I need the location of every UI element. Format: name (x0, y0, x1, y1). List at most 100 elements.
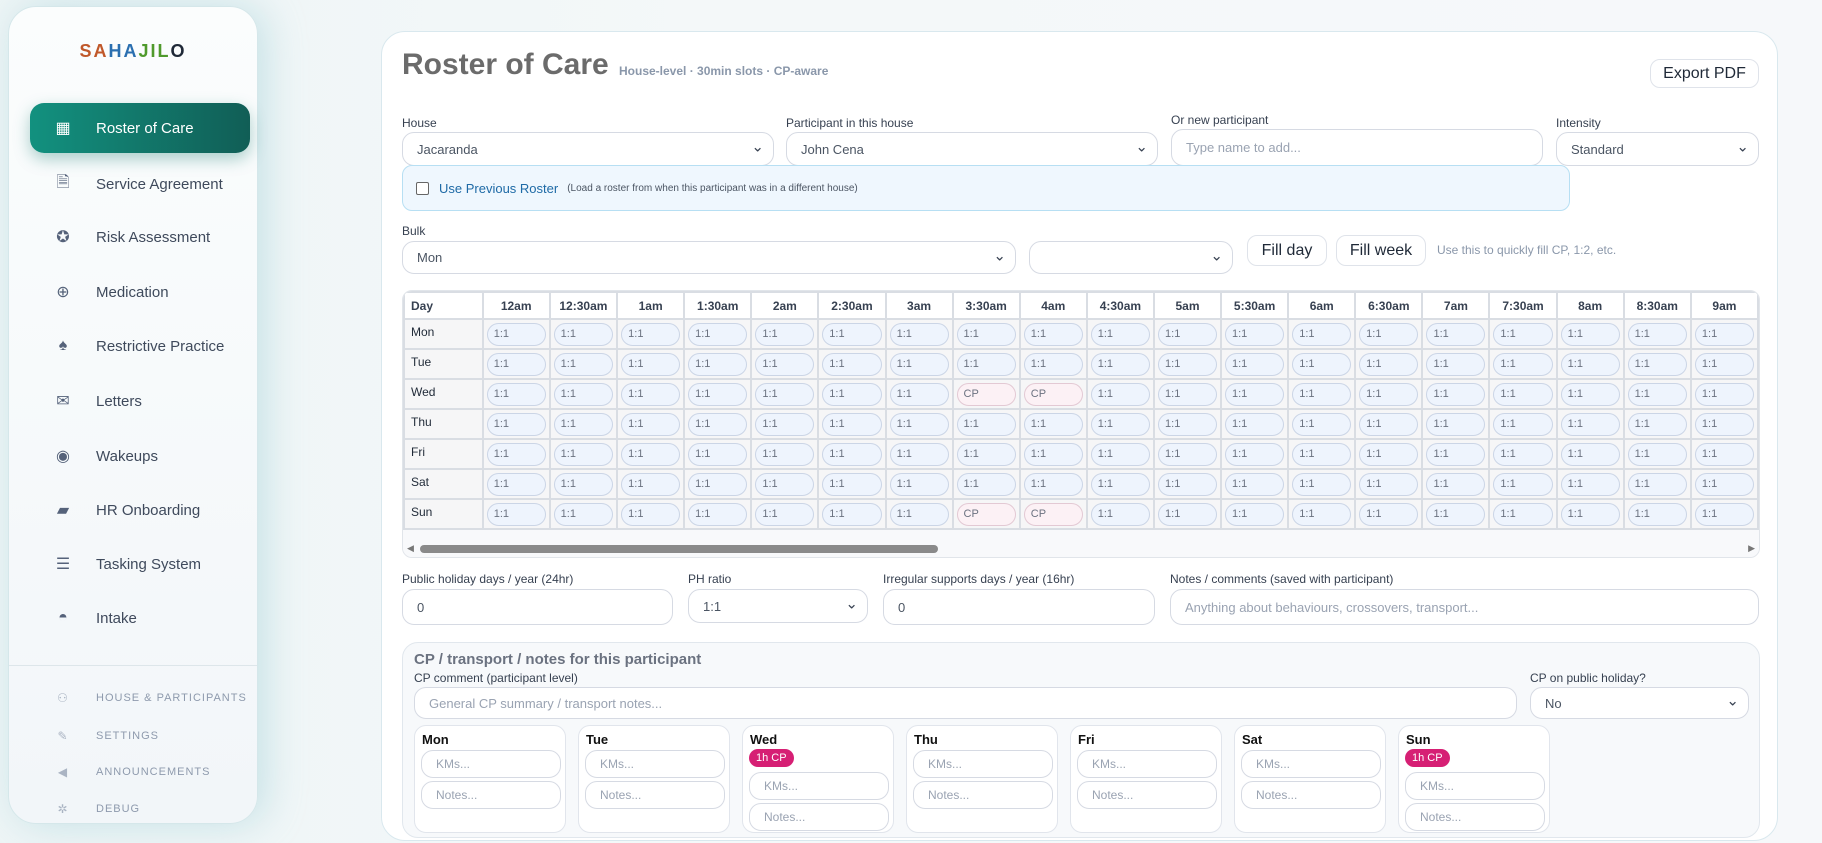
sidebar-item-letters[interactable]: ✉ Letters (30, 376, 250, 426)
ph-ratio-select[interactable]: 1:1 (688, 589, 868, 623)
slot-input[interactable]: 1:1 (1359, 412, 1419, 436)
slot-input[interactable]: 1:1 (688, 352, 748, 376)
sidebar-link-announcements[interactable]: ◀ ANNOUNCEMENTS (30, 760, 210, 784)
slot-input[interactable]: 1:1 (1158, 322, 1217, 346)
slot-input[interactable]: 1:1 (621, 472, 681, 496)
slot-input[interactable]: 1:1 (1493, 352, 1553, 376)
slot-input[interactable]: 1:1 (755, 442, 815, 466)
slot-input[interactable]: 1:1 (1627, 442, 1687, 466)
slot-input[interactable]: 1:1 (1627, 352, 1687, 376)
slot-input[interactable]: CP (1023, 502, 1083, 526)
sidebar-item-wakeups[interactable]: ◉ Wakeups (30, 431, 250, 481)
day-notes-input[interactable]: Notes... (749, 803, 889, 831)
slot-input[interactable]: 1:1 (956, 412, 1016, 436)
slot-input[interactable]: 1:1 (956, 322, 1016, 346)
slot-input[interactable]: 1:1 (1158, 412, 1217, 436)
sidebar-link-debug[interactable]: ✲ DEBUG (30, 797, 140, 821)
slot-input[interactable]: 1:1 (553, 412, 614, 436)
sidebar-link-settings[interactable]: ✎ SETTINGS (30, 724, 159, 748)
slot-input[interactable]: 1:1 (1560, 322, 1620, 346)
slot-input[interactable]: 1:1 (1090, 322, 1151, 346)
participant-select[interactable]: John Cena (786, 132, 1158, 166)
slot-input[interactable]: 1:1 (1090, 502, 1151, 526)
slot-input[interactable]: 1:1 (486, 502, 546, 526)
slot-input[interactable]: 1:1 (1627, 322, 1687, 346)
slot-input[interactable]: 1:1 (1224, 442, 1285, 466)
sidebar-item-service-agreement[interactable]: 🗎 Service Agreement (30, 159, 250, 209)
slot-input[interactable]: 1:1 (1158, 382, 1217, 406)
slot-input[interactable]: 1:1 (822, 472, 882, 496)
day-notes-input[interactable]: Notes... (1405, 803, 1545, 831)
slot-input[interactable]: 1:1 (755, 412, 815, 436)
slot-input[interactable]: 1:1 (1158, 352, 1217, 376)
slot-input[interactable]: 1:1 (688, 472, 748, 496)
new-participant-input[interactable]: Type name to add... (1171, 129, 1543, 166)
slot-input[interactable]: 1:1 (553, 382, 614, 406)
slot-input[interactable]: 1:1 (755, 352, 815, 376)
slot-input[interactable]: 1:1 (1426, 382, 1486, 406)
slot-input[interactable]: CP (956, 502, 1016, 526)
slot-input[interactable]: 1:1 (889, 322, 949, 346)
slot-input[interactable]: 1:1 (889, 442, 949, 466)
slot-input[interactable]: 1:1 (486, 472, 546, 496)
kms-input[interactable]: KMs... (749, 772, 889, 800)
slot-input[interactable]: CP (1023, 382, 1083, 406)
slot-input[interactable]: 1:1 (1224, 412, 1285, 436)
bulk-day-select[interactable]: Mon (402, 241, 1016, 274)
kms-input[interactable]: KMs... (913, 750, 1053, 778)
scroll-right-icon[interactable]: ▶ (1748, 543, 1755, 553)
slot-input[interactable]: 1:1 (621, 442, 681, 466)
slot-input[interactable]: 1:1 (1627, 472, 1687, 496)
slot-input[interactable]: 1:1 (621, 502, 681, 526)
cp-ph-select[interactable]: No (1530, 687, 1749, 719)
slot-input[interactable]: 1:1 (755, 502, 815, 526)
kms-input[interactable]: KMs... (585, 750, 725, 778)
sidebar-item-tasking-system[interactable]: ☰ Tasking System (30, 539, 250, 589)
slot-input[interactable]: CP (956, 382, 1016, 406)
slot-input[interactable]: 1:1 (956, 352, 1016, 376)
slot-input[interactable]: 1:1 (1023, 322, 1083, 346)
slot-input[interactable]: 1:1 (1426, 502, 1486, 526)
slot-input[interactable]: 1:1 (1694, 502, 1754, 526)
slot-input[interactable]: 1:1 (1224, 352, 1285, 376)
kms-input[interactable]: KMs... (1077, 750, 1217, 778)
slot-input[interactable]: 1:1 (553, 322, 614, 346)
slot-input[interactable]: 1:1 (1023, 412, 1083, 436)
slot-input[interactable]: 1:1 (1560, 472, 1620, 496)
fill-day-button[interactable]: Fill day (1247, 235, 1327, 266)
slot-input[interactable]: 1:1 (621, 382, 681, 406)
slot-input[interactable]: 1:1 (1694, 382, 1754, 406)
day-notes-input[interactable]: Notes... (1077, 781, 1217, 809)
slot-input[interactable]: 1:1 (822, 412, 882, 436)
kms-input[interactable]: KMs... (421, 750, 561, 778)
slot-input[interactable]: 1:1 (1023, 352, 1083, 376)
slot-input[interactable]: 1:1 (553, 352, 614, 376)
slot-input[interactable]: 1:1 (1224, 472, 1285, 496)
house-select[interactable]: Jacaranda (402, 132, 774, 166)
slot-input[interactable]: 1:1 (1694, 352, 1754, 376)
slot-input[interactable]: 1:1 (1493, 412, 1553, 436)
slot-input[interactable]: 1:1 (822, 442, 882, 466)
slot-input[interactable]: 1:1 (486, 442, 546, 466)
slot-input[interactable]: 1:1 (621, 322, 681, 346)
slot-input[interactable]: 1:1 (553, 442, 614, 466)
slot-input[interactable]: 1:1 (1158, 472, 1217, 496)
slot-input[interactable]: 1:1 (1560, 442, 1620, 466)
slot-input[interactable]: 1:1 (1158, 502, 1217, 526)
slot-input[interactable]: 1:1 (1292, 412, 1352, 436)
slot-input[interactable]: 1:1 (1224, 322, 1285, 346)
slot-input[interactable]: 1:1 (1292, 442, 1352, 466)
scroll-left-icon[interactable]: ◀ (407, 543, 414, 553)
sidebar-item-roster-of-care[interactable]: ▦ Roster of Care (30, 103, 250, 153)
slot-input[interactable]: 1:1 (1426, 412, 1486, 436)
slot-input[interactable]: 1:1 (1426, 322, 1486, 346)
fill-week-button[interactable]: Fill week (1336, 235, 1426, 266)
slot-input[interactable]: 1:1 (822, 382, 882, 406)
day-notes-input[interactable]: Notes... (1241, 781, 1381, 809)
slot-input[interactable]: 1:1 (621, 412, 681, 436)
cp-comment-input[interactable]: General CP summary / transport notes... (414, 687, 1517, 719)
slot-input[interactable]: 1:1 (1292, 472, 1352, 496)
slot-input[interactable]: 1:1 (822, 502, 882, 526)
intensity-select[interactable]: Standard (1556, 132, 1759, 166)
slot-input[interactable]: 1:1 (688, 412, 748, 436)
